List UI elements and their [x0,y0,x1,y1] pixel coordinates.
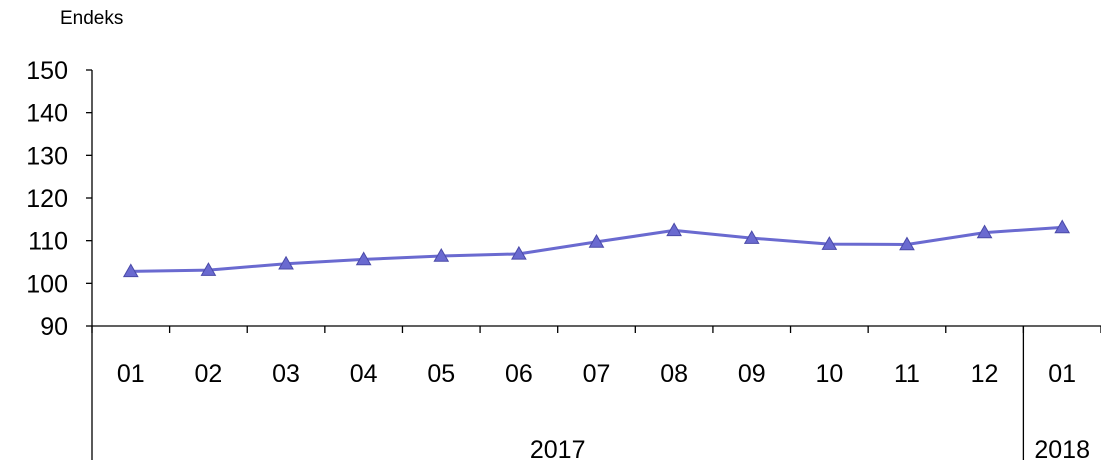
y-tick-label: 110 [28,228,68,256]
series-layer [122,219,1071,278]
y-axis: 90 100 110 120 130 140 150 [26,57,93,341]
data-point-marker [122,263,139,278]
data-point-marker [355,251,372,266]
y-tick-label: 100 [26,270,68,298]
x-tick-label: 12 [971,360,999,388]
data-point-marker [200,262,217,276]
y-tick-label: 90 [40,313,68,341]
x-tick-label: 06 [505,360,533,388]
data-point-marker [976,224,993,239]
x-tick-label: 10 [815,360,843,388]
data-point-marker [743,230,760,244]
y-tick-label: 140 [26,100,68,128]
x-tick-label: 08 [660,360,688,388]
x-tick-label: 01 [117,360,145,388]
x-tick-label: 01 [1048,360,1076,388]
data-point-marker [899,236,915,251]
data-point-marker [511,245,527,260]
x-tick-label: 02 [195,360,223,388]
data-point-marker [588,233,605,248]
y-tick-label: 150 [26,57,68,85]
y-tick-label: 130 [26,142,68,170]
x-tick-label: 11 [894,360,920,388]
year-label: 2017 [530,436,586,464]
x-tick-label: 04 [350,360,378,388]
year-label: 2018 [1034,436,1090,464]
data-point-marker [666,222,682,237]
x-tick-label: 05 [427,360,455,388]
y-tick-label: 120 [26,185,68,213]
data-point-marker [433,248,450,262]
data-point-marker [821,236,838,250]
y-axis-title: Endeks [60,8,123,29]
x-tick-label: 09 [738,360,766,388]
data-point-marker [1054,219,1071,234]
x-tick-label: 03 [272,360,300,388]
x-axis: 01 02 03 04 05 06 07 08 09 10 11 12 01 2017 2018 [91,325,1101,464]
data-point-marker [278,255,294,270]
x-tick-label: 07 [583,360,611,388]
